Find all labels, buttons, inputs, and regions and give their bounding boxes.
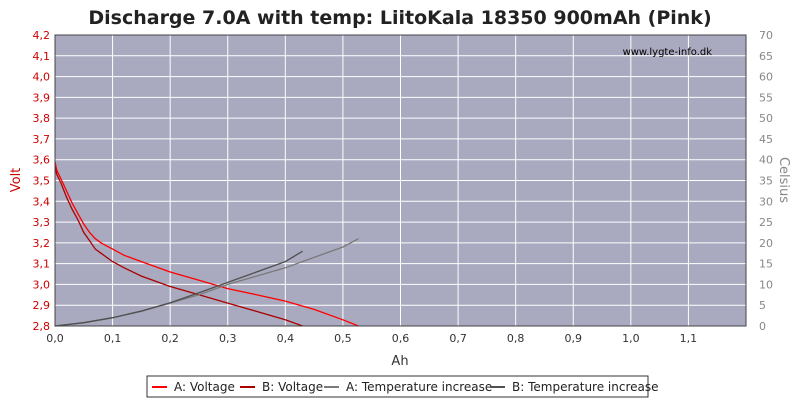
y-left-tick-label: 3,4 xyxy=(33,195,51,208)
y-right-tick-label: 45 xyxy=(759,133,773,146)
y-left-tick-label: 3,2 xyxy=(33,237,51,250)
y-right-tick-label: 40 xyxy=(759,154,773,167)
y-right-tick-label: 60 xyxy=(759,71,773,84)
x-tick-label: 0,3 xyxy=(219,332,237,345)
y-right-tick-label: 15 xyxy=(759,258,773,271)
y-right-tick-label: 35 xyxy=(759,175,773,188)
y-right-tick-label: 30 xyxy=(759,195,773,208)
y-right-axis-label: Celsius xyxy=(776,157,791,203)
series-line-1 xyxy=(54,161,359,327)
y-left-tick-label: 4,0 xyxy=(33,71,51,84)
y-left-tick-label: 3,0 xyxy=(33,278,51,291)
y-left-axis-label: Volt xyxy=(9,168,24,193)
y-right-tick-label: 25 xyxy=(759,216,773,229)
x-tick-label: 0,8 xyxy=(507,332,525,345)
legend-box xyxy=(146,375,649,398)
x-tick-label: 1,0 xyxy=(622,332,640,345)
x-tick-label: 0,4 xyxy=(277,332,295,345)
x-tick-label: 0,9 xyxy=(565,332,583,345)
x-tick-label: 0,6 xyxy=(392,332,410,345)
x-tick-label: 0,1 xyxy=(104,332,122,345)
y-left-tick-label: 3,8 xyxy=(33,112,51,125)
x-axis-label: Ah xyxy=(391,354,408,369)
y-left-tick-label: 2,8 xyxy=(33,320,51,333)
y-left-tick-label: 3,5 xyxy=(33,175,51,188)
watermark: www.lygte-info.dk xyxy=(623,47,713,58)
series-line-4 xyxy=(54,250,303,327)
legend-label: A: Voltage xyxy=(174,380,235,394)
legend: A: Voltage B: Voltage A: Temperature incre… xyxy=(152,380,659,394)
x-tick-labels: 0,0 0,1 0,2 0,3 0,4 0,5 0,6 0,7 0,8 0,9 1,0 1,1 xyxy=(46,332,697,345)
y-left-tick-label: 4,1 xyxy=(33,50,51,63)
grid-lines xyxy=(55,35,746,326)
y-right-tick-labels: 0 5 10 15 20 25 30 35 40 45 50 55 60 65 70 xyxy=(759,29,773,333)
y-left-tick-label: 3,6 xyxy=(33,154,51,167)
y-left-tick-labels: 2,8 2,9 3,0 3,1 3,2 3,3 3,4 3,5 3,6 3,7 3,8 3,9 4,0 4… xyxy=(33,29,51,333)
x-tick-label: 1,1 xyxy=(680,332,698,345)
y-left-tick-label: 3,7 xyxy=(33,133,51,146)
y-right-tick-label: 65 xyxy=(759,50,773,63)
y-right-tick-label: 20 xyxy=(759,237,773,250)
legend-label: A: Temperature increase xyxy=(346,380,492,394)
y-right-tick-label: 50 xyxy=(759,112,773,125)
legend-label: B: Voltage xyxy=(262,380,323,394)
chart-title: Discharge 7.0A with temp: LiitoKala 1835… xyxy=(88,7,711,29)
x-tick-label: 0,2 xyxy=(161,332,179,345)
series-lines xyxy=(54,161,359,327)
y-right-tick-label: 10 xyxy=(759,278,773,291)
y-right-tick-label: 55 xyxy=(759,91,773,104)
y-left-tick-label: 3,1 xyxy=(33,258,51,271)
y-left-tick-label: 4,2 xyxy=(33,29,51,42)
x-tick-label: 0,0 xyxy=(46,332,64,345)
legend-label: B: Temperature increase xyxy=(512,380,659,394)
y-left-tick-label: 3,3 xyxy=(33,216,51,229)
y-left-tick-label: 2,9 xyxy=(33,299,51,312)
y-left-tick-label: 3,9 xyxy=(33,91,51,104)
y-right-tick-label: 5 xyxy=(759,299,766,312)
x-tick-label: 0,5 xyxy=(334,332,352,345)
plot-frame xyxy=(54,34,747,327)
series-line-2 xyxy=(54,165,303,327)
y-right-tick-label: 70 xyxy=(759,29,773,42)
x-tick-label: 0,7 xyxy=(449,332,467,345)
y-right-tick-label: 0 xyxy=(759,320,766,333)
